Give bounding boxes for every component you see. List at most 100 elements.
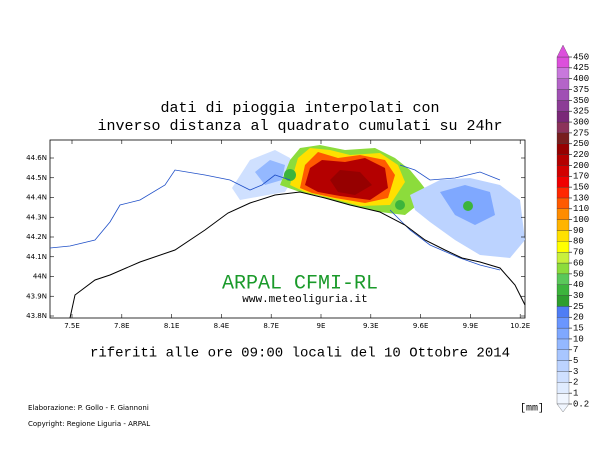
legend-label: 10 (573, 334, 584, 344)
legend-label: 40 (573, 280, 584, 290)
lat-label: 44.2N (26, 233, 47, 241)
legend-label: 70 (573, 248, 584, 258)
rain-cell (463, 201, 473, 211)
legend-label: 15 (573, 323, 584, 333)
lat-label: 44.5N (26, 174, 47, 182)
legend-label: 200 (573, 161, 589, 171)
credit: Copyright: Regione Liguria - ARPAL (28, 420, 150, 428)
legend-swatch (556, 393, 570, 405)
legend-swatch (556, 100, 570, 112)
lat-label: 43.8N (26, 312, 47, 320)
legend-label: 50 (573, 269, 584, 279)
map: ARPAL CFMI-RL www.meteoliguria.it (49, 139, 526, 319)
legend-swatch (556, 262, 570, 275)
legend-label: 350 (573, 96, 589, 106)
legend-swatch (556, 338, 570, 350)
legend-swatch (556, 121, 570, 134)
legend-swatch (556, 360, 570, 372)
legend-swatch (556, 371, 570, 383)
legend-label: 220 (573, 150, 589, 160)
lon-label: 8.4E (214, 322, 230, 330)
website: www.meteoliguria.it (242, 294, 367, 306)
lat-label: 44.3N (26, 213, 47, 221)
legend-swatch (556, 295, 570, 307)
legend-swatch (556, 306, 570, 318)
watermark: ARPAL CFMI-RL (222, 272, 378, 295)
legend-label: 170 (573, 172, 589, 182)
legend-label: 30 (573, 291, 584, 301)
legend-swatch (556, 252, 570, 264)
legend-swatch (556, 241, 570, 253)
legend-swatch (556, 111, 570, 123)
credit: Elaborazione: P. Gollo - F. Giannoni (28, 404, 149, 412)
legend-arrow (556, 44, 570, 58)
legend-swatch (556, 230, 570, 242)
lon-label: 7.8E (114, 322, 130, 330)
legend-label: 20 (573, 313, 584, 323)
legend-label: 300 (573, 117, 589, 127)
caption: riferiti alle ore 09:00 locali del 10 Ot… (90, 346, 510, 362)
title-line: dati di pioggia interpolati con (160, 100, 439, 117)
coastline (69, 191, 526, 319)
legend-label: 100 (573, 215, 589, 225)
legend-arrow (556, 403, 570, 413)
lon-label: 9E (317, 322, 326, 330)
legend-swatch (556, 154, 570, 166)
legend-swatch (556, 78, 570, 90)
legend-swatch (556, 327, 570, 340)
legend-label: 60 (573, 258, 584, 268)
legend-swatch (556, 67, 570, 79)
legend-label: 3 (573, 367, 578, 377)
legend-swatch (556, 382, 570, 394)
legend-swatch (556, 132, 570, 144)
title-line: inverso distanza al quadrato cumulati su… (97, 118, 502, 135)
legend-label: 80 (573, 237, 584, 247)
rain-cell (284, 169, 296, 181)
lat-label: 44.4N (26, 194, 47, 202)
legend-label: 250 (573, 139, 589, 149)
legend-label: 325 (573, 107, 589, 117)
legend-swatch (556, 176, 570, 188)
legend-swatch (556, 273, 570, 285)
legend-swatch (556, 349, 570, 361)
lon-label: 9.3E (363, 322, 379, 330)
legend-swatch (556, 56, 570, 68)
legend-label: 5 (573, 356, 578, 366)
lat-label: 44.1N (26, 253, 47, 261)
lon-label: 10.2E (510, 322, 530, 330)
legend-label: 400 (573, 74, 589, 84)
legend-swatch (556, 165, 570, 177)
legend-swatch (556, 284, 570, 296)
lon-label: 9.9E (463, 322, 479, 330)
lon-label: 7.5E (64, 322, 80, 330)
legend-label: 150 (573, 183, 589, 193)
legend-label: 2 (573, 378, 578, 388)
lat-label: 43.9N (26, 292, 47, 300)
legend-label: 130 (573, 193, 589, 203)
legend-label: 450 (573, 52, 589, 62)
legend-label: 25 (573, 302, 584, 312)
rain-cell (395, 200, 405, 210)
legend-unit: [mm] (520, 403, 544, 415)
rain-area (330, 170, 372, 195)
lat-label: 44.6N (26, 154, 47, 162)
legend-label: 0.2 (573, 399, 589, 409)
legend-swatch (556, 89, 570, 101)
legend-label: 275 (573, 128, 589, 138)
legend-swatch (556, 208, 570, 220)
legend-swatch (556, 197, 570, 209)
rain-area (255, 160, 285, 185)
legend-label: 90 (573, 226, 584, 236)
legend-swatch (556, 186, 570, 199)
legend-swatch (556, 317, 570, 329)
legend-label: 1 (573, 389, 578, 399)
legend-label: 110 (573, 204, 589, 214)
legend-label: 7 (573, 345, 578, 355)
lon-label: 8.7E (263, 322, 279, 330)
lon-label: 8.1E (164, 322, 180, 330)
lon-label: 9.6E (413, 322, 429, 330)
legend-label: 375 (573, 85, 589, 95)
legend-label: 425 (573, 63, 589, 73)
lat-label: 44N (33, 273, 47, 281)
